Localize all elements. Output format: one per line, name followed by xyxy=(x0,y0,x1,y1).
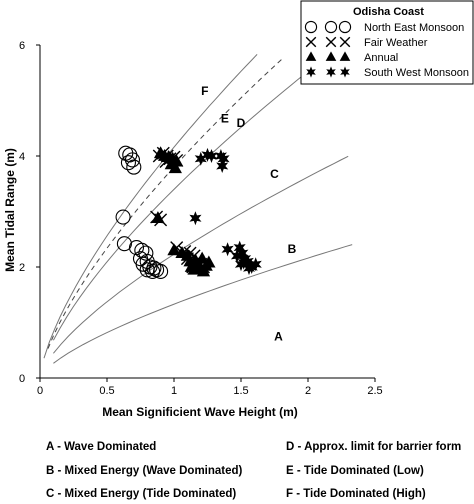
y-tick-label: 2 xyxy=(19,262,25,274)
legend-marker-c-stroke-b xyxy=(339,36,351,48)
region-labels: FE D C B A xyxy=(201,84,296,343)
region-label-b: B xyxy=(288,242,297,256)
data-point xyxy=(196,264,211,277)
x-tick-label: 1 xyxy=(171,385,177,397)
legend-entry: South West Monsoon xyxy=(306,66,469,79)
legend-marker-b xyxy=(324,20,338,34)
data-point xyxy=(205,149,218,163)
key-item: E - Tide Dominated (Low) xyxy=(286,465,424,477)
legend-entry: Fair Weather xyxy=(305,36,428,49)
data-point xyxy=(120,155,136,171)
region-label-e: E xyxy=(221,112,229,126)
data-point xyxy=(202,255,216,268)
x-tick-label: 0.5 xyxy=(99,385,114,397)
legend-marker-b xyxy=(326,66,336,78)
legend-marker-c xyxy=(338,20,352,34)
data-point xyxy=(153,263,169,279)
legend-entry: North East Monsoon xyxy=(304,20,464,34)
boundary-curves xyxy=(43,54,353,364)
legend-marker-c xyxy=(339,36,351,48)
legend-marker-b xyxy=(325,51,337,61)
x-tick-label: 1.5 xyxy=(233,385,248,397)
legend-entry: Annual xyxy=(305,51,398,64)
legend: Odisha Coast North East Monsoon Fair Weat… xyxy=(300,0,474,85)
key-item: D - Approx. limit for barrier form xyxy=(286,441,461,453)
data-point xyxy=(189,211,202,226)
data-point xyxy=(237,255,250,270)
legend-label: Annual xyxy=(364,52,398,64)
data-point xyxy=(217,151,230,166)
boundary-curve-4 xyxy=(53,155,349,354)
data-point xyxy=(145,263,161,279)
key-item: A - Wave Dominated xyxy=(46,441,156,453)
legend-entries: North East Monsoon Fair Weather Annual Sout… xyxy=(304,20,469,79)
data-point xyxy=(221,242,234,257)
y-axis-title: Mean Tidal Range (m) xyxy=(3,148,17,272)
series-north-east-monsoon xyxy=(115,145,169,279)
region-label-a: A xyxy=(274,329,283,343)
data-point xyxy=(243,261,256,276)
legend-label: South West Monsoon xyxy=(364,67,469,79)
x-axis-title: Mean Significient Wave Height (m) xyxy=(102,405,298,419)
boundary-curve-5 xyxy=(53,244,353,364)
y-tick-label: 0 xyxy=(19,373,25,385)
legend-marker-a xyxy=(305,51,317,61)
legend-marker-a xyxy=(305,36,317,48)
x-tick-label: 2 xyxy=(305,385,311,397)
data-point xyxy=(167,243,181,256)
data-point xyxy=(249,257,262,272)
legend-title: Odisha Coast xyxy=(353,6,424,18)
legend-marker-c xyxy=(339,51,351,61)
data-point xyxy=(151,211,165,224)
key-item: C - Mixed Energy (Tide Dominated) xyxy=(46,488,236,500)
data-point xyxy=(126,159,142,175)
data-point xyxy=(135,256,151,272)
series-annual xyxy=(151,146,216,277)
data-point xyxy=(194,151,207,166)
key-item: B - Mixed Energy (Wave Dominated) xyxy=(46,465,243,477)
region-key: A - Wave Dominated B - Mixed Energy (Wave… xyxy=(46,441,461,500)
legend-label: North East Monsoon xyxy=(364,22,464,34)
legend-marker-a xyxy=(304,20,318,34)
data-point xyxy=(230,248,243,263)
data-point xyxy=(124,152,141,168)
data-point xyxy=(195,251,209,264)
region-label-d: D xyxy=(237,116,246,130)
x-tick-label: 2.5 xyxy=(367,385,382,397)
y-tick-label: 6 xyxy=(19,40,25,52)
legend-marker-a-stroke-b xyxy=(305,36,317,48)
region-label-c: C xyxy=(270,167,279,181)
legend-marker-b xyxy=(325,36,337,48)
y-tick-label: 4 xyxy=(19,151,25,163)
data-point xyxy=(116,236,132,252)
series-south-west-monsoon xyxy=(189,147,262,276)
axis-ticks: 0 0.5 1 1.5 2 2.5 0 2 4 6 xyxy=(19,40,383,397)
data-point xyxy=(138,245,154,261)
data-points xyxy=(115,145,262,279)
legend-marker-c xyxy=(340,66,350,78)
data-point xyxy=(168,161,182,174)
legend-marker-b-stroke-b xyxy=(325,36,337,48)
boundary-curve-2 xyxy=(47,56,285,349)
region-label-f: F xyxy=(201,84,208,98)
x-tick-label: 0 xyxy=(37,385,43,397)
legend-marker-a xyxy=(306,66,316,78)
key-item: F - Tide Dominated (High) xyxy=(286,488,426,500)
data-point xyxy=(216,159,229,173)
data-point xyxy=(233,240,246,255)
boundary-curve-1 xyxy=(43,54,258,359)
boundary-curve-3 xyxy=(52,63,318,341)
data-point xyxy=(187,262,201,275)
data-point xyxy=(115,209,131,225)
legend-label: Fair Weather xyxy=(364,37,428,49)
